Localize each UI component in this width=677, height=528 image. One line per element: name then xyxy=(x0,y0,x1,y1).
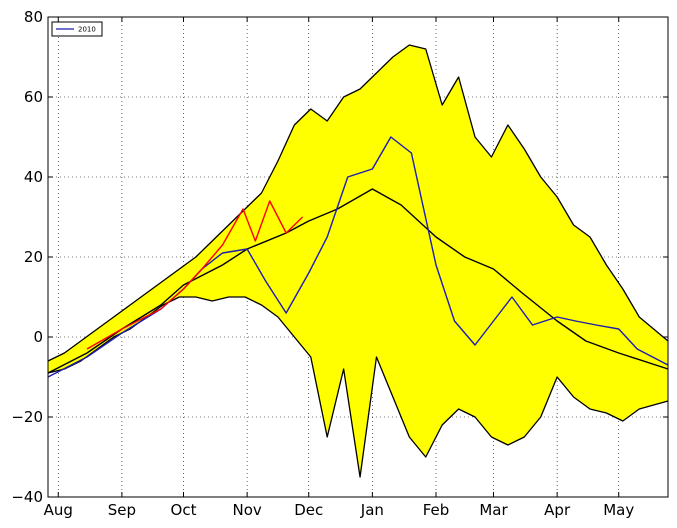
legend-box xyxy=(51,21,103,37)
legend-label-2010: 2010 xyxy=(78,26,96,34)
x-tick-label: Nov xyxy=(232,501,261,519)
x-tick-label: Aug xyxy=(44,501,73,519)
y-tick-label: 60 xyxy=(24,88,43,106)
x-tick-label: Apr xyxy=(544,501,571,519)
series-red-line xyxy=(86,200,304,350)
band-fill xyxy=(48,45,668,477)
mean-line xyxy=(47,188,669,374)
y-tick-label: 80 xyxy=(24,8,43,26)
y-tick-label: −40 xyxy=(11,488,43,506)
band-group xyxy=(47,44,669,478)
y-tick-label: 0 xyxy=(33,328,43,346)
y-tick-label: 20 xyxy=(24,248,43,266)
y-tick-label: −20 xyxy=(11,408,43,426)
x-tick-label: Mar xyxy=(479,501,508,519)
x-tick-label: Sep xyxy=(108,501,136,519)
band-upper-edge xyxy=(47,44,669,362)
x-tick-label: May xyxy=(603,501,634,519)
y-tick-label: 40 xyxy=(24,168,43,186)
x-tick-label: Dec xyxy=(294,501,323,519)
series-group xyxy=(47,136,669,378)
x-tick-label: Feb xyxy=(423,501,450,519)
x-tick-label: Jan xyxy=(360,501,384,519)
x-tick-label: Oct xyxy=(171,501,197,519)
legend: 2010 xyxy=(51,21,103,37)
